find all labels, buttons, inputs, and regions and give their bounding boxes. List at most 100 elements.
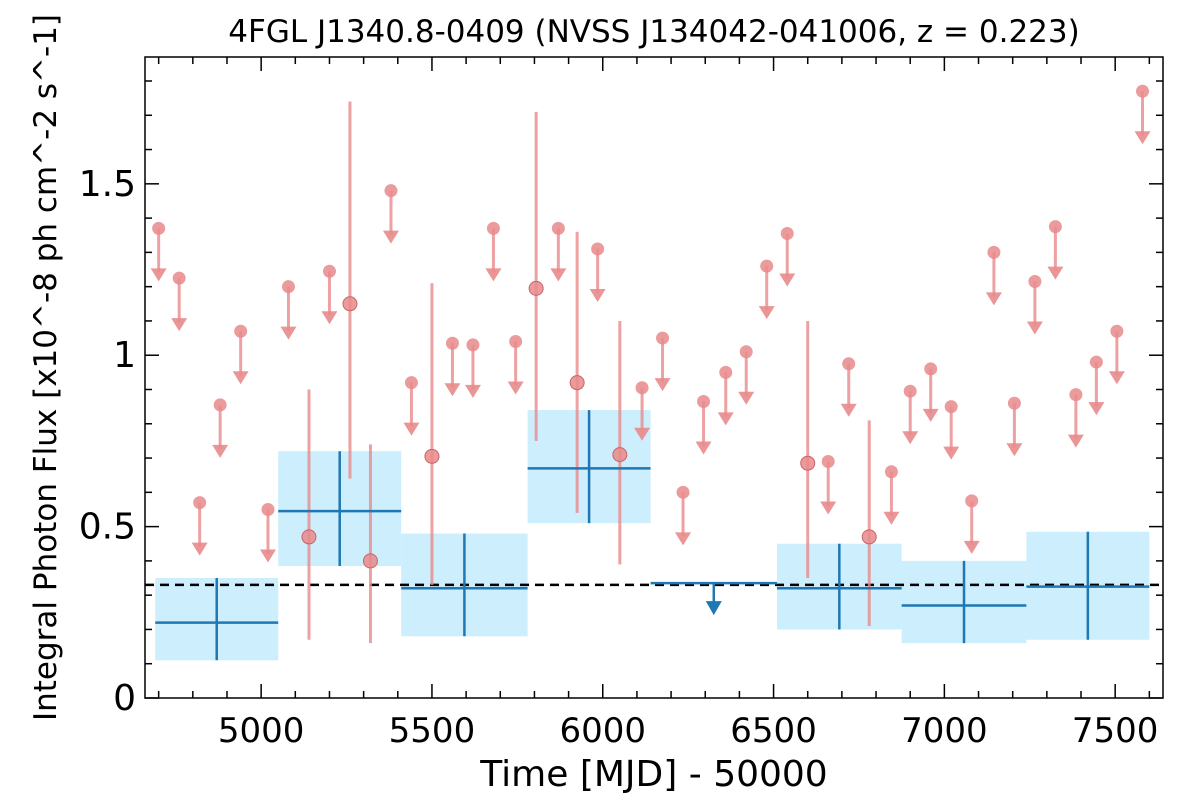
upper-limit-arrow-head	[717, 412, 734, 426]
short-bin-detection	[612, 320, 628, 565]
upper-limit-marker	[1028, 275, 1042, 289]
x-axis-ticks: 5000 5500 6000 6500 7000 7500	[157, 57, 1159, 751]
short-bin-point	[301, 529, 317, 545]
short-bin-upper-limit	[259, 502, 276, 563]
short-bin-upper-limit	[902, 384, 919, 445]
x-tick-label: 5500	[389, 711, 476, 751]
upper-limit-arrow-head	[150, 268, 167, 282]
long-bin-detection	[155, 578, 279, 661]
upper-limit-arrow-head	[464, 384, 481, 398]
upper-limit-marker	[1089, 355, 1103, 369]
upper-limit-marker	[903, 384, 917, 398]
upper-limit-marker	[261, 502, 275, 516]
short-bin-detection	[800, 320, 816, 579]
upper-limit-arrow-head	[259, 549, 276, 563]
upper-limit-marker	[719, 365, 733, 379]
upper-limit-arrow-head	[1108, 371, 1125, 385]
upper-limit-marker	[486, 221, 500, 235]
x-axis-label-text: Time [MJD] - 50000	[479, 754, 827, 795]
short-bin-point	[424, 448, 440, 464]
short-bin-upper-limit	[150, 221, 167, 282]
short-bin-upper-limit	[820, 454, 837, 515]
y-tick-label: 0.5	[79, 507, 136, 548]
upper-limit-marker	[404, 376, 418, 390]
x-tick-label: 7500	[1072, 711, 1159, 751]
upper-limit-marker	[760, 259, 774, 273]
upper-limit-arrow-head	[1006, 443, 1023, 457]
long-bin-upper-limit	[650, 581, 777, 616]
short-bin-upper-limit	[1134, 84, 1151, 145]
y-tick-label: 1	[113, 335, 136, 376]
short-bin-detection	[362, 444, 378, 644]
upper-limit-arrow-head	[1067, 434, 1084, 448]
upper-limit-marker	[322, 264, 336, 278]
upper-limit-marker	[213, 398, 227, 412]
upper-limit-marker	[591, 242, 605, 256]
short-bin-upper-limit	[589, 242, 606, 302]
short-bin-detection	[569, 231, 585, 513]
upper-limit-marker	[842, 357, 856, 371]
x-tick-label: 7000	[901, 711, 988, 751]
y-tick-label: 0	[113, 678, 136, 719]
upper-limit-marker	[821, 454, 835, 468]
y-axis-label-text: Integral Photon Flux [x10^-8 ph cm^-2 s^…	[28, 14, 64, 721]
upper-limit-marker	[987, 245, 1001, 259]
chart-title-text: 4FGL J1340.8-0409 (NVSS J134042-041006, …	[228, 14, 1079, 50]
upper-limit-arrow-head	[485, 268, 502, 282]
upper-limit-marker	[152, 221, 166, 235]
upper-limit-arrow-head	[922, 408, 939, 422]
short-bin-upper-limit	[758, 259, 775, 320]
short-bin-upper-limit	[717, 365, 734, 426]
short-bin-upper-limit	[985, 245, 1002, 306]
short-bin-detection	[424, 283, 440, 585]
short-bin-upper-limit	[321, 264, 338, 325]
y-tick-label: 1.5	[79, 164, 136, 205]
short-bin-upper-limit	[695, 394, 712, 455]
short-bin-upper-limit	[738, 345, 755, 405]
upper-limit-arrow-head	[738, 391, 755, 405]
x-tick-label: 6000	[559, 711, 646, 751]
upper-limit-marker	[739, 345, 753, 359]
upper-limit-arrow-head	[695, 441, 712, 455]
upper-limit-marker	[924, 362, 938, 376]
short-bin-point	[362, 553, 378, 569]
upper-limit-marker	[1136, 84, 1150, 98]
short-bin-upper-limit	[1108, 324, 1125, 385]
upper-limit-marker	[234, 324, 248, 338]
upper-limit-marker	[635, 381, 649, 395]
upper-limit-arrow-head	[280, 326, 297, 340]
short-bin-upper-limit	[444, 336, 461, 397]
upper-limit-marker	[193, 496, 207, 510]
upper-limit-marker	[676, 485, 690, 499]
upper-limit-arrow-head	[1026, 321, 1043, 335]
upper-limit-arrow-head	[382, 230, 399, 244]
upper-limit-arrow-head	[758, 306, 775, 320]
short-bin-upper-limit	[1088, 355, 1105, 416]
short-bin-upper-limit	[1047, 220, 1064, 280]
upper-limit-arrow-head	[232, 371, 249, 385]
short-bin-upper-limit	[922, 362, 939, 422]
short-bin-upper-limit	[232, 324, 249, 385]
upper-limit-arrow-head	[840, 403, 857, 417]
upper-limit-marker	[445, 336, 459, 350]
long-bin-detection	[527, 410, 651, 524]
upper-limit-marker	[1110, 324, 1124, 338]
short-bin-point	[342, 296, 358, 312]
upper-limit-arrow-head	[779, 273, 796, 287]
upper-limit-arrow-head	[191, 542, 208, 556]
x-tick-label: 6500	[730, 711, 817, 751]
short-bin-upper-limit	[1067, 388, 1084, 448]
short-bin-upper-limit	[212, 398, 229, 458]
upper-limit-marker	[172, 271, 186, 285]
short-bin-upper-limit	[403, 376, 420, 436]
short-bin-detection	[301, 389, 317, 640]
long-bin-detection	[901, 560, 1027, 644]
upper-limit-arrow-head	[902, 431, 919, 445]
short-bin-upper-limit	[963, 494, 980, 554]
upper-limit-marker	[509, 335, 523, 349]
short-bin-series	[150, 84, 1151, 644]
short-bin-upper-limit	[550, 221, 567, 282]
upper-limit-arrow-head	[820, 501, 837, 515]
short-bin-upper-limit	[485, 221, 502, 282]
